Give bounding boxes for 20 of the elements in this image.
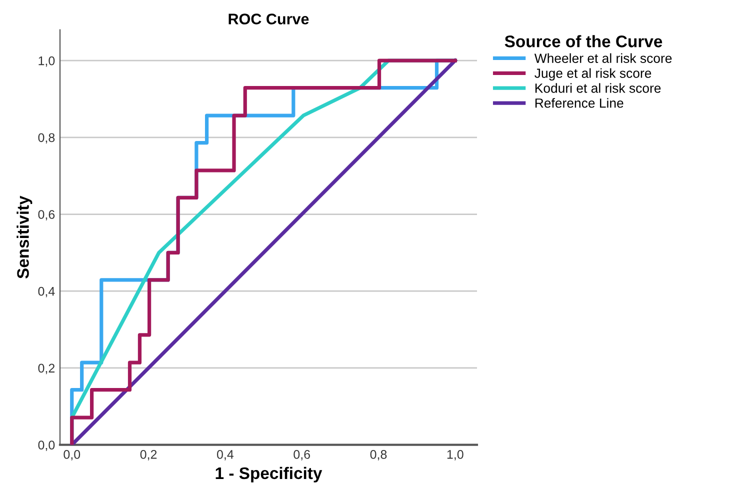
legend-label: Juge et al risk score — [534, 68, 652, 81]
x-tick-label: 0,0 — [64, 450, 80, 460]
chart-title: ROC Curve — [228, 14, 309, 24]
y-tick-label: 0,2 — [38, 364, 55, 374]
x-tick-label: 0,8 — [370, 450, 387, 460]
y-tick-label: 0,0 — [38, 440, 55, 451]
y-tick-label: 1,0 — [38, 56, 55, 67]
x-tick-label: 0,6 — [294, 450, 310, 460]
legend-label: Reference Line — [535, 98, 624, 108]
y-axis-title: Sensitivity — [16, 196, 32, 279]
legend-label: Wheeler et al risk score — [534, 53, 672, 63]
x-tick-label: 1,0 — [447, 450, 464, 460]
y-tick-label: 0,8 — [38, 133, 55, 144]
legend-label: Koduri et al risk score — [535, 83, 661, 93]
x-axis-title: 1 - Specificity — [216, 466, 322, 482]
y-tick-label: 0,4 — [38, 286, 55, 298]
x-tick-label: 0,4 — [216, 450, 234, 460]
x-tick-label: 0,2 — [140, 450, 157, 460]
legend-title: Source of the Curve — [504, 35, 662, 48]
y-tick-label: 0,6 — [38, 210, 55, 220]
